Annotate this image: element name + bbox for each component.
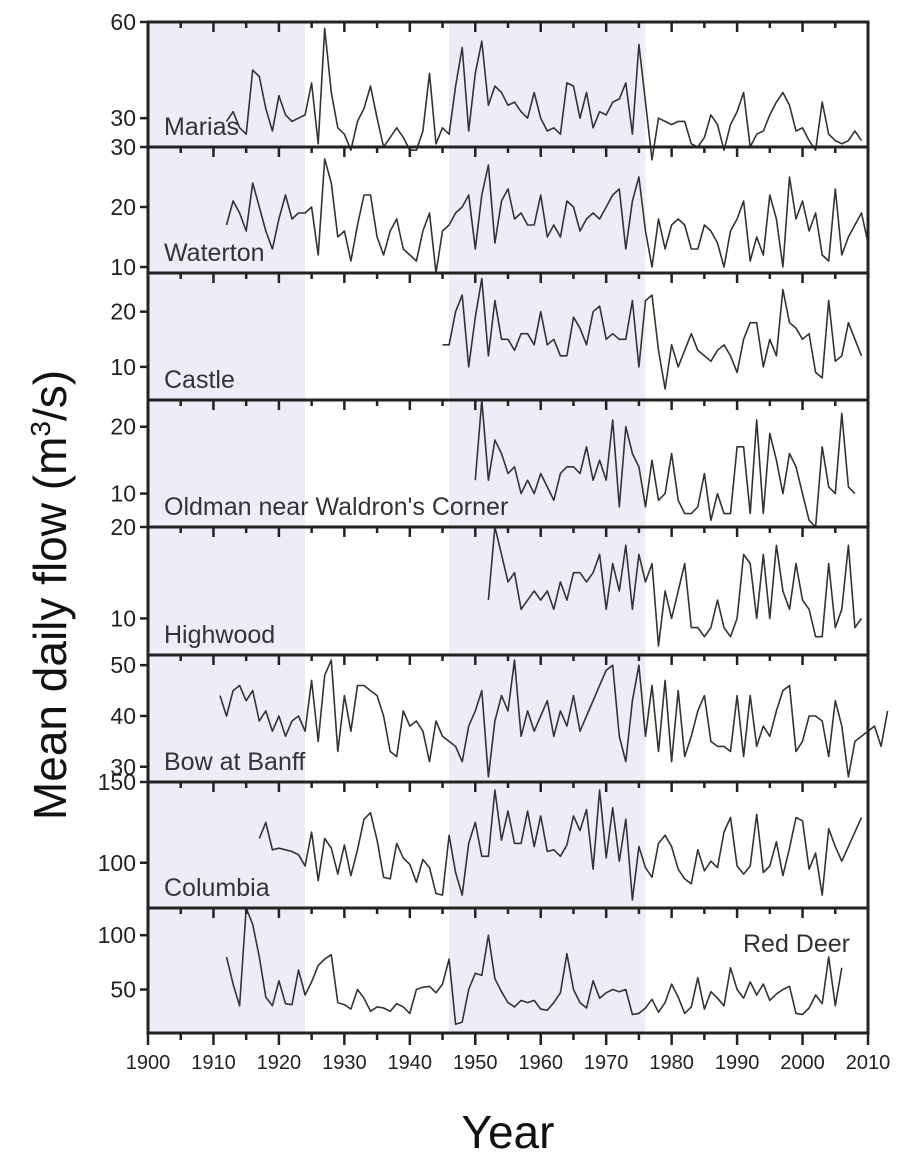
y-tick-label-castle-10: 10 (110, 354, 136, 380)
y-axis-title-main: Mean daily flow (m (24, 437, 76, 820)
panel-label-castle: Castle (164, 366, 235, 394)
x-axis: 1900 1910 1920 1930 1940 1950 1960 1970 1980 1990… (126, 1033, 891, 1074)
panel-bow-at-banff: 30 40 50 Bow at Banff (110, 652, 889, 784)
y-tick-label-marias-60: 60 (110, 9, 136, 35)
x-tick-label-2010: 2010 (846, 1052, 891, 1074)
x-tick-label-1920: 1920 (257, 1052, 302, 1074)
x-tick-label-1980: 1980 (649, 1052, 694, 1074)
panel-label-marias: Marias (164, 113, 239, 141)
panel-label-waterton: Waterton (164, 239, 265, 267)
y-tick-label-waterton-30: 30 (110, 134, 136, 160)
panel-label-bow-at-banff: Bow at Banff (164, 748, 305, 776)
panels: 30 60 Marias 10 20 30 Waterton 10 20 Castle 10 20 Ol… (98, 9, 889, 1035)
y-tick-label-oldman-near-waldron-s-corner-20: 20 (110, 414, 136, 440)
panel-label-columbia: Columbia (164, 874, 270, 902)
x-tick-label-1950: 1950 (453, 1052, 498, 1074)
y-tick-label-columbia-100: 100 (98, 850, 136, 876)
series-line-waterton (225, 158, 869, 274)
y-tick-label-bow-at-banff-50: 50 (110, 652, 136, 678)
y-axis-title-superscript: 3 (25, 421, 56, 437)
x-axis-title: Year (462, 1106, 555, 1158)
y-tick-label-highwood-20: 20 (110, 514, 136, 540)
panel-red-deer: 50 100 Red Deer (98, 906, 870, 1035)
series-line-highwood (487, 526, 863, 647)
x-tick-label-2000: 2000 (780, 1052, 825, 1074)
series-line-oldman-near-waldron-s-corner (474, 399, 856, 528)
series-line-marias (225, 27, 863, 161)
x-tick-label-1930: 1930 (322, 1052, 367, 1074)
y-axis-title-unit: /s) (24, 370, 76, 421)
x-tick-label-1960: 1960 (518, 1052, 563, 1074)
series-line-bow-at-banff (219, 659, 889, 778)
y-tick-label-bow-at-banff-40: 40 (110, 703, 136, 729)
panel-label-highwood: Highwood (164, 621, 275, 649)
y-tick-label-red-deer-50: 50 (110, 977, 136, 1003)
x-tick-label-1910: 1910 (191, 1052, 236, 1074)
panel-label-oldman-near-waldron-s-corner: Oldman near Waldron's Corner (164, 493, 508, 521)
y-tick-label-oldman-near-waldron-s-corner-10: 10 (110, 481, 136, 507)
y-tick-label-highwood-10: 10 (110, 605, 136, 631)
panel-label-red-deer: Red Deer (743, 930, 850, 958)
y-tick-label-bow-at-banff-30: 30 (110, 754, 136, 780)
x-tick-label-1940: 1940 (388, 1052, 433, 1074)
series-line-red-deer (225, 907, 843, 1026)
y-tick-label-castle-20: 20 (110, 299, 136, 325)
series-line-columbia (258, 789, 863, 901)
panel-oldman-near-waldron-s-corner: 10 20 Oldman near Waldron's Corner (110, 398, 870, 529)
y-tick-label-waterton-20: 20 (110, 194, 136, 220)
series-line-castle (442, 277, 863, 390)
y-axis-title: Mean daily flow (m3/s) (24, 370, 76, 820)
x-tick-label-1900: 1900 (126, 1052, 171, 1074)
y-tick-label-red-deer-100: 100 (98, 922, 136, 948)
y-tick-label-waterton-10: 10 (110, 254, 136, 280)
x-tick-label-1970: 1970 (584, 1052, 629, 1074)
x-tick-label-1990: 1990 (715, 1052, 760, 1074)
panel-marias: 30 60 Marias (110, 9, 870, 161)
y-tick-label-columbia-150: 150 (98, 769, 136, 795)
y-tick-label-marias-30: 30 (110, 105, 136, 131)
